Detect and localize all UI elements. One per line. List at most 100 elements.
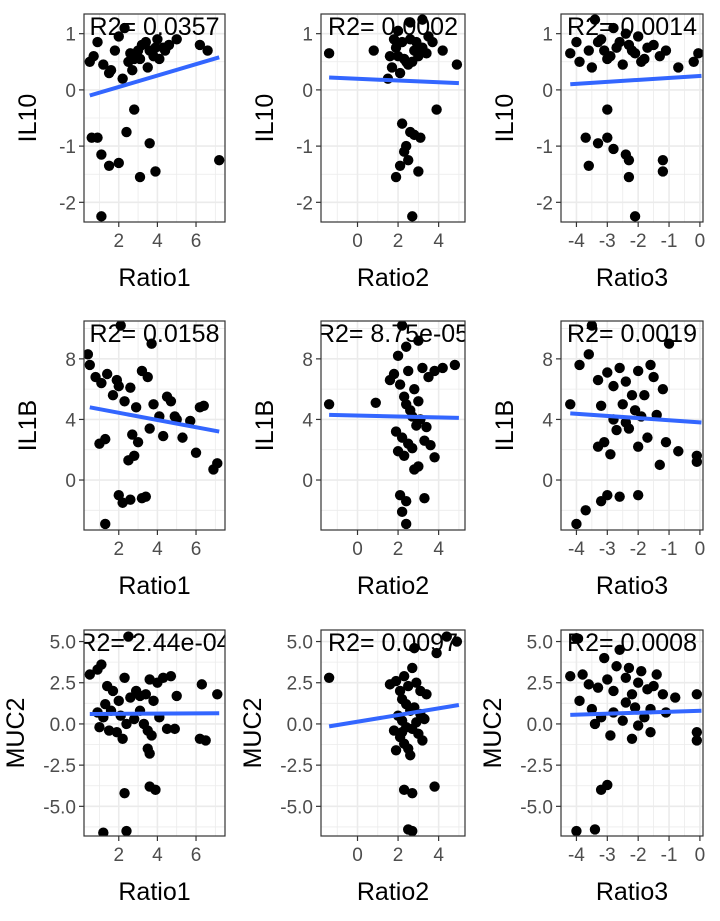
panel-1-r2-annotation: R2= 0.0002 — [328, 13, 458, 41]
panel-2-data-point — [583, 45, 594, 56]
panel-2-x-axis-label: Ratio3 — [596, 264, 668, 292]
panel-8-plot-background — [561, 630, 703, 836]
panel-1-data-point — [403, 154, 414, 166]
panel-4-data-point — [425, 439, 436, 451]
panel-1-y-tick-label: -2 — [296, 193, 313, 214]
panel-3-data-point — [198, 400, 209, 412]
panel-5-data-point — [626, 390, 638, 401]
panel-1-data-point — [405, 17, 416, 28]
panel-2-data-point — [623, 171, 635, 183]
panel-3-x-axis-label: Ratio1 — [118, 572, 190, 600]
panel-4-data-point — [392, 350, 404, 362]
panel-8-data-point — [586, 703, 598, 715]
panel-6-data-point — [165, 670, 177, 682]
panel-4-y-tick-label: 8 — [302, 350, 313, 371]
panel-7-data-point — [405, 750, 416, 761]
panel-8-data-point — [577, 669, 588, 680]
panel-7-data-point — [407, 787, 418, 799]
panel-8-data-point — [657, 689, 669, 700]
panel-1-data-point — [437, 45, 448, 56]
panel-1-data-point — [396, 36, 408, 48]
panel-6-data-point — [144, 748, 155, 759]
panel-4-data-point — [413, 335, 424, 346]
panel-4-data-point — [417, 362, 428, 374]
panel-4-data-point — [398, 450, 410, 461]
panel-8-data-point — [691, 726, 703, 738]
panel-7-data-point — [417, 735, 428, 746]
panel-5-data-point — [642, 432, 653, 443]
panel-4-data-point — [388, 368, 400, 380]
panel-3-y-tick-label: 4 — [65, 410, 76, 431]
panel-5-data-point — [654, 459, 665, 471]
panel-1-data-point — [407, 211, 418, 222]
panel-4-x-axis-label: Ratio2 — [357, 572, 429, 600]
panel-3-data-point — [107, 390, 119, 401]
panel-4-data-point — [437, 362, 448, 374]
panel-5-panel-border — [560, 320, 704, 531]
panel-1-data-point — [323, 48, 335, 59]
panel-0-data-point — [113, 31, 124, 42]
panel-3-data-point — [146, 338, 157, 349]
panel-8-data-point — [648, 680, 659, 692]
panel-1-data-point — [423, 31, 434, 42]
panel-7-data-point — [403, 680, 414, 692]
panel-5-data-point — [608, 380, 619, 392]
panel-2-data-point — [583, 160, 594, 171]
panel-7-data-point — [398, 784, 410, 796]
panel-6-data-point — [157, 672, 169, 683]
panel-4-data-point — [421, 421, 432, 433]
panel-3-data-point — [125, 494, 136, 505]
panel-3-data-point — [125, 382, 136, 393]
panel-5-data-point — [602, 367, 613, 378]
panel-7: R2= 0.0097 0 2 4 -5.0 -2.5 0.0 2.5 5.0 Ratio2 MUC2 — [239, 629, 466, 906]
panel-0-regression-line — [89, 55, 220, 98]
panel-1-x-axis-label: Ratio2 — [357, 264, 429, 292]
panel-6-data-point — [171, 690, 182, 702]
panel-6-data-point — [94, 722, 105, 733]
panel-3-regression-line — [89, 405, 220, 434]
panel-3-data-point — [140, 491, 152, 502]
panel-4-data-point — [429, 452, 440, 463]
panel-4-data-point — [400, 341, 412, 352]
panel-8-regression-line — [570, 708, 702, 717]
panel-4-x-tick-label: 2 — [393, 539, 404, 560]
panel-7-data-point — [407, 825, 418, 836]
panel-3-x-tick-label: 4 — [152, 539, 163, 560]
panel-0-data-point — [159, 45, 171, 56]
panel-6-data-point — [123, 631, 134, 642]
panel-8-data-point — [626, 733, 638, 744]
panel-8-data-point — [617, 715, 628, 726]
panel-0-data-point — [152, 34, 163, 45]
panel-2-y-tick-label: -2 — [536, 193, 553, 214]
panel-6-r2-annotation: R2= 2.44e-04 — [78, 629, 230, 657]
panel-2-data-point — [602, 53, 613, 65]
panel-1-y-tick-label: 1 — [302, 25, 313, 46]
panel-4-data-point — [396, 506, 408, 518]
panel-8-data-point — [651, 669, 662, 680]
panel-0-data-point — [92, 36, 103, 48]
panel-7-data-point — [441, 631, 452, 642]
panel-2-y-tick-label: 1 — [542, 25, 553, 46]
panel-3-y-axis-label: IL1B — [14, 400, 42, 451]
panel-5-regression-line — [570, 411, 702, 425]
panel-3-y-tick-label: 0 — [65, 471, 76, 492]
panel-2-data-point — [608, 22, 619, 34]
panel-4-data-point — [400, 518, 412, 530]
panel-1-data-point — [394, 160, 406, 171]
panel-3-data-point — [129, 450, 140, 461]
panel-8-data-point — [602, 674, 613, 685]
panel-1-data-point — [392, 25, 404, 37]
panel-1-points — [323, 14, 463, 222]
panel-3-y-tick-label: 8 — [65, 350, 76, 371]
panel-3-data-point — [84, 359, 95, 371]
panel-5-data-point — [595, 496, 607, 507]
panel-4-data-point — [396, 321, 408, 331]
panel-5-x-tick-label: -2 — [630, 539, 647, 560]
panel-5-x-axis-label: Ratio3 — [596, 572, 668, 600]
panel-0-data-point — [113, 157, 124, 169]
panel-3-data-point — [115, 321, 126, 331]
panel-5-data-point — [574, 359, 585, 371]
panel-7-y-tick-label: 5.0 — [287, 633, 313, 654]
panel-8-data-point — [605, 730, 616, 741]
panel-0-y-tick-label: -1 — [59, 137, 76, 158]
